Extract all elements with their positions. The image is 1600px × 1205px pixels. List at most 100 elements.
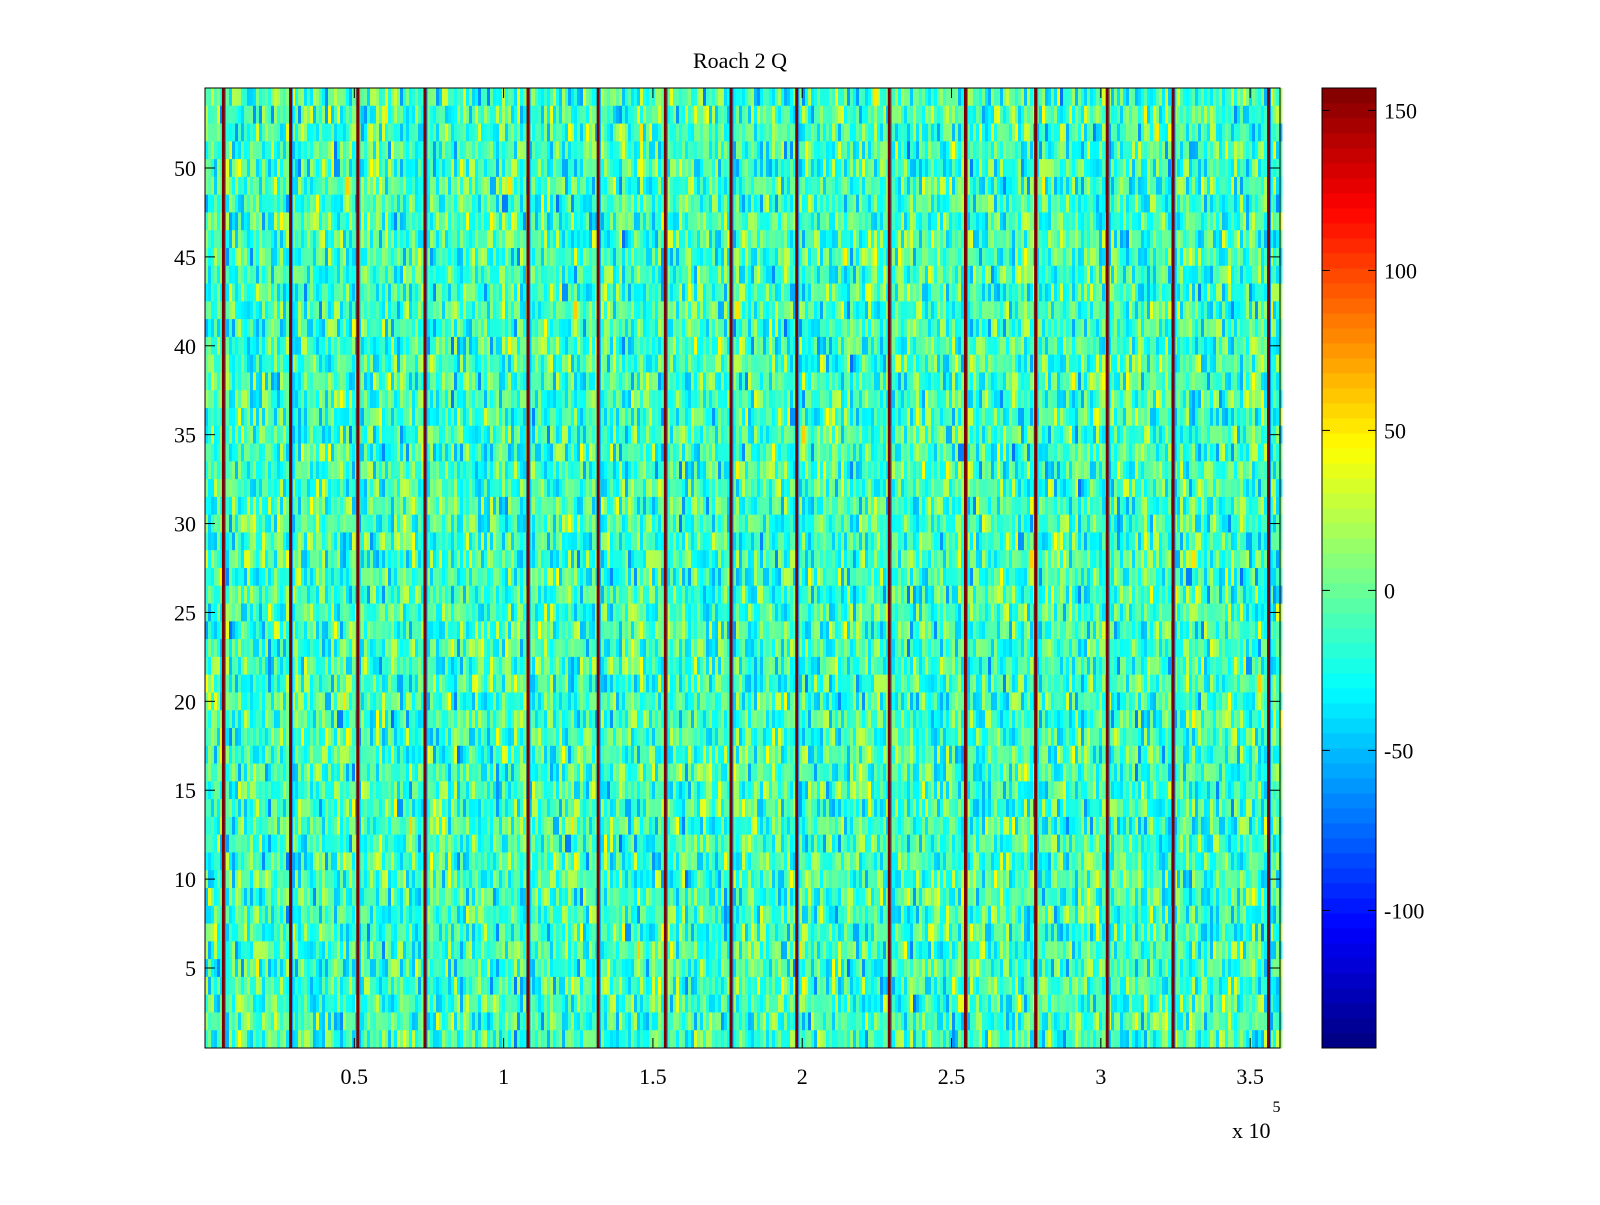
heatmap-cell xyxy=(400,265,404,284)
heatmap-cell xyxy=(979,105,983,124)
heatmap-cell xyxy=(1141,123,1145,142)
heatmap-cell xyxy=(1276,194,1280,213)
heatmap-cell xyxy=(853,88,857,107)
heatmap-cell xyxy=(970,283,974,302)
heatmap-cell xyxy=(676,105,680,124)
heatmap-cell xyxy=(457,301,461,320)
heatmap-cell xyxy=(406,105,410,124)
heatmap-cell xyxy=(685,248,689,267)
heatmap-cell xyxy=(1054,230,1058,249)
heatmap-cell xyxy=(667,105,671,124)
heatmap-cell xyxy=(802,248,806,267)
heatmap-cell xyxy=(802,265,806,284)
heatmap-cell xyxy=(370,159,374,178)
heatmap-cell xyxy=(979,176,983,196)
heatmap-cell xyxy=(625,141,629,160)
heatmap-cell xyxy=(553,319,557,338)
heatmap-cell xyxy=(856,265,860,284)
heatmap-cell xyxy=(937,212,941,231)
heatmap-cell xyxy=(1087,88,1091,107)
heatmap-cell xyxy=(967,319,971,338)
heatmap-cell xyxy=(250,301,254,320)
heatmap-cell xyxy=(454,265,458,284)
heatmap-cell xyxy=(586,176,590,196)
heatmap-cell xyxy=(262,159,266,178)
heatmap-cell xyxy=(646,88,650,107)
heatmap-cell xyxy=(1207,194,1211,213)
heatmap-cell xyxy=(274,194,278,213)
heatmap-cell xyxy=(1237,176,1241,196)
heatmap-cell xyxy=(469,212,473,231)
heatmap-cell xyxy=(1060,123,1064,142)
heatmap-cell xyxy=(1117,159,1121,178)
heatmap-cell xyxy=(496,105,500,124)
heatmap-cell xyxy=(1039,159,1043,178)
heatmap-cell xyxy=(556,319,560,338)
heatmap-cell xyxy=(487,105,491,124)
heatmap-cell xyxy=(748,176,752,196)
heatmap-cell xyxy=(475,301,479,320)
heatmap-cell xyxy=(1210,265,1214,284)
heatmap-cell xyxy=(727,194,731,213)
heatmap-cell xyxy=(397,248,401,267)
heatmap-cell xyxy=(514,301,518,320)
heatmap-cell xyxy=(1006,141,1010,160)
heatmap-cell xyxy=(1207,176,1211,196)
heatmap-cell xyxy=(643,141,647,160)
heatmap-cell xyxy=(646,123,650,142)
heatmap-cell xyxy=(706,141,710,160)
heatmap-cell xyxy=(868,194,872,213)
heatmap-cell xyxy=(619,141,623,160)
heatmap-cell xyxy=(931,301,935,320)
heatmap-cell xyxy=(496,265,500,284)
heatmap-cell xyxy=(835,123,839,142)
heatmap-cell xyxy=(496,301,500,320)
heatmap-cell xyxy=(1051,230,1055,249)
heatmap-cell xyxy=(874,123,878,142)
heatmap-cell xyxy=(898,265,902,284)
heatmap-cell xyxy=(1147,283,1151,302)
heatmap-cell xyxy=(682,248,686,267)
heatmap-cell xyxy=(463,123,467,142)
heatmap-cell xyxy=(1243,123,1247,142)
heatmap-cell xyxy=(568,123,572,142)
heatmap-cell xyxy=(1144,212,1148,231)
heatmap-cell xyxy=(724,265,728,284)
heatmap-cell xyxy=(208,176,212,196)
heatmap-cell xyxy=(871,176,875,196)
heatmap-cell xyxy=(667,248,671,267)
heatmap-cell xyxy=(982,248,986,267)
heatmap-cell xyxy=(1174,159,1178,178)
heatmap-cell xyxy=(937,141,941,160)
heatmap-cell xyxy=(1018,283,1022,302)
heatmap-cell xyxy=(1195,123,1199,142)
heatmap-cell xyxy=(967,141,971,160)
heatmap-cell xyxy=(991,88,995,107)
heatmap-cell xyxy=(235,88,239,107)
heatmap-cell xyxy=(535,88,539,107)
heatmap-cell xyxy=(532,141,536,160)
heatmap-cell xyxy=(952,194,956,213)
heatmap-cell xyxy=(862,141,866,160)
heatmap-cell xyxy=(421,88,425,107)
heatmap-cell xyxy=(646,141,650,160)
heatmap-cell xyxy=(859,88,863,107)
heatmap-cell xyxy=(433,319,437,338)
heatmap-cell xyxy=(505,105,509,124)
heatmap-cell xyxy=(991,265,995,284)
heatmap-cell xyxy=(310,176,314,196)
heatmap-cell xyxy=(1012,176,1016,196)
heatmap-cell xyxy=(505,265,509,284)
heatmap-cell xyxy=(385,141,389,160)
heatmap-cell xyxy=(1039,283,1043,302)
heatmap-cell xyxy=(772,159,776,178)
heatmap-cell xyxy=(1216,248,1220,267)
heatmap-cell xyxy=(1048,301,1052,320)
heatmap-cell xyxy=(1048,248,1052,267)
heatmap-cell xyxy=(766,283,770,302)
heatmap-cell xyxy=(751,176,755,196)
heatmap-cell xyxy=(364,194,368,213)
heatmap-cell xyxy=(1210,283,1214,302)
heatmap-cell xyxy=(280,159,284,178)
heatmap-cell xyxy=(1003,123,1007,142)
